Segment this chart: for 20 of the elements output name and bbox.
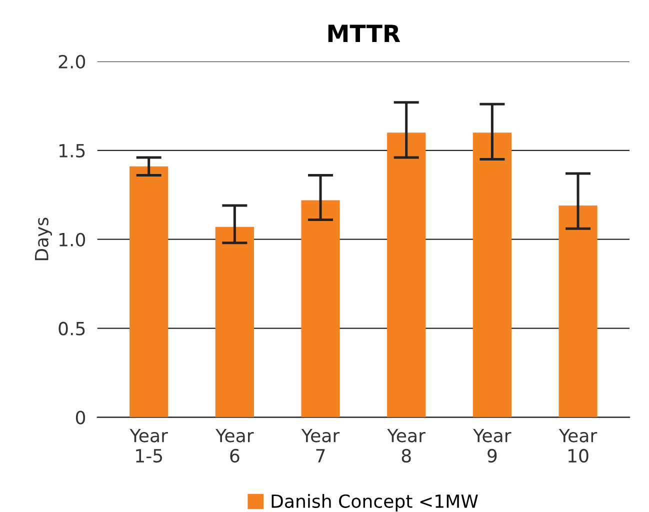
x-tick-label: Year 1-5	[130, 428, 168, 463]
bar	[301, 200, 340, 418]
x-tick-label: Year 8	[387, 428, 426, 463]
y-tick-label: 0	[76, 410, 86, 424]
legend-label: Danish Concept <1MW	[272, 494, 478, 512]
bar	[215, 226, 254, 418]
x-tick-label: Year 6	[216, 428, 254, 463]
bar	[130, 166, 168, 418]
x-tick-label: Year 7	[301, 428, 340, 462]
x-tick-label: Year 10	[558, 428, 598, 463]
bar	[387, 132, 426, 418]
y-tick-label: 0.5	[58, 322, 85, 336]
bar	[472, 132, 512, 418]
chart-title: MTTR	[328, 24, 400, 42]
y-tick-label: 2.0	[58, 54, 86, 69]
x-tick-label: Year 9	[473, 428, 512, 463]
y-axis-title: Days	[35, 218, 52, 260]
bar	[558, 206, 598, 418]
y-tick-label: 1.0	[60, 232, 86, 246]
y-tick-label: 1.5	[60, 144, 85, 158]
